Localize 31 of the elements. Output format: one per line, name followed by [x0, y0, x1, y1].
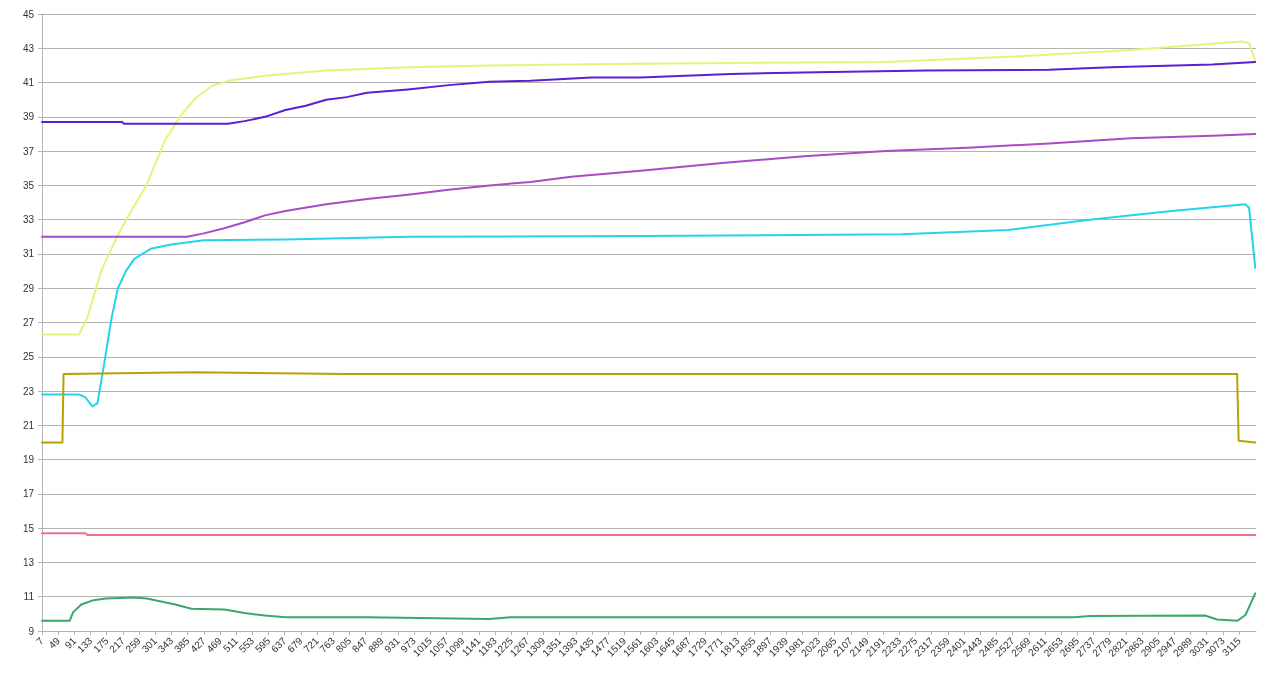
y-tick-label: 29 — [22, 282, 35, 294]
y-tick-label: 11 — [23, 591, 35, 603]
x-tick-label: 91 — [62, 634, 79, 651]
line-series — [41, 592, 1257, 622]
y-tick-label: 19 — [22, 454, 35, 466]
line-series — [41, 40, 1257, 336]
y-tick-label: 35 — [22, 179, 35, 191]
y-tick-label: 31 — [22, 248, 35, 260]
x-tick-label: 7 — [34, 634, 47, 647]
y-tick-label: 17 — [22, 488, 35, 500]
y-tick-label: 13 — [22, 556, 35, 568]
y-tick-label: 25 — [22, 351, 35, 363]
y-tick-label: 45 — [22, 8, 35, 20]
y-tick-label: 27 — [22, 317, 35, 328]
x-tick-label: 427 — [188, 634, 208, 655]
x-tick-label: 889 — [366, 634, 386, 655]
y-tick-label: 43 — [22, 42, 35, 54]
line-series — [41, 371, 1257, 444]
line-series — [41, 132, 1257, 238]
y-tick-label: 23 — [22, 385, 35, 397]
y-tick-label: 21 — [22, 419, 35, 431]
x-tick-label: 175 — [91, 634, 111, 655]
y-tick-label: 37 — [22, 145, 35, 157]
x-tick-label: 49 — [46, 634, 63, 651]
y-tick-label: 41 — [22, 77, 35, 89]
y-tick-label: 9 — [28, 625, 35, 637]
line-series — [41, 60, 1257, 125]
y-tick-label: 15 — [22, 522, 35, 534]
y-tick-label: 33 — [22, 214, 35, 226]
line-series — [41, 203, 1257, 408]
y-tick-label: 39 — [22, 111, 35, 123]
